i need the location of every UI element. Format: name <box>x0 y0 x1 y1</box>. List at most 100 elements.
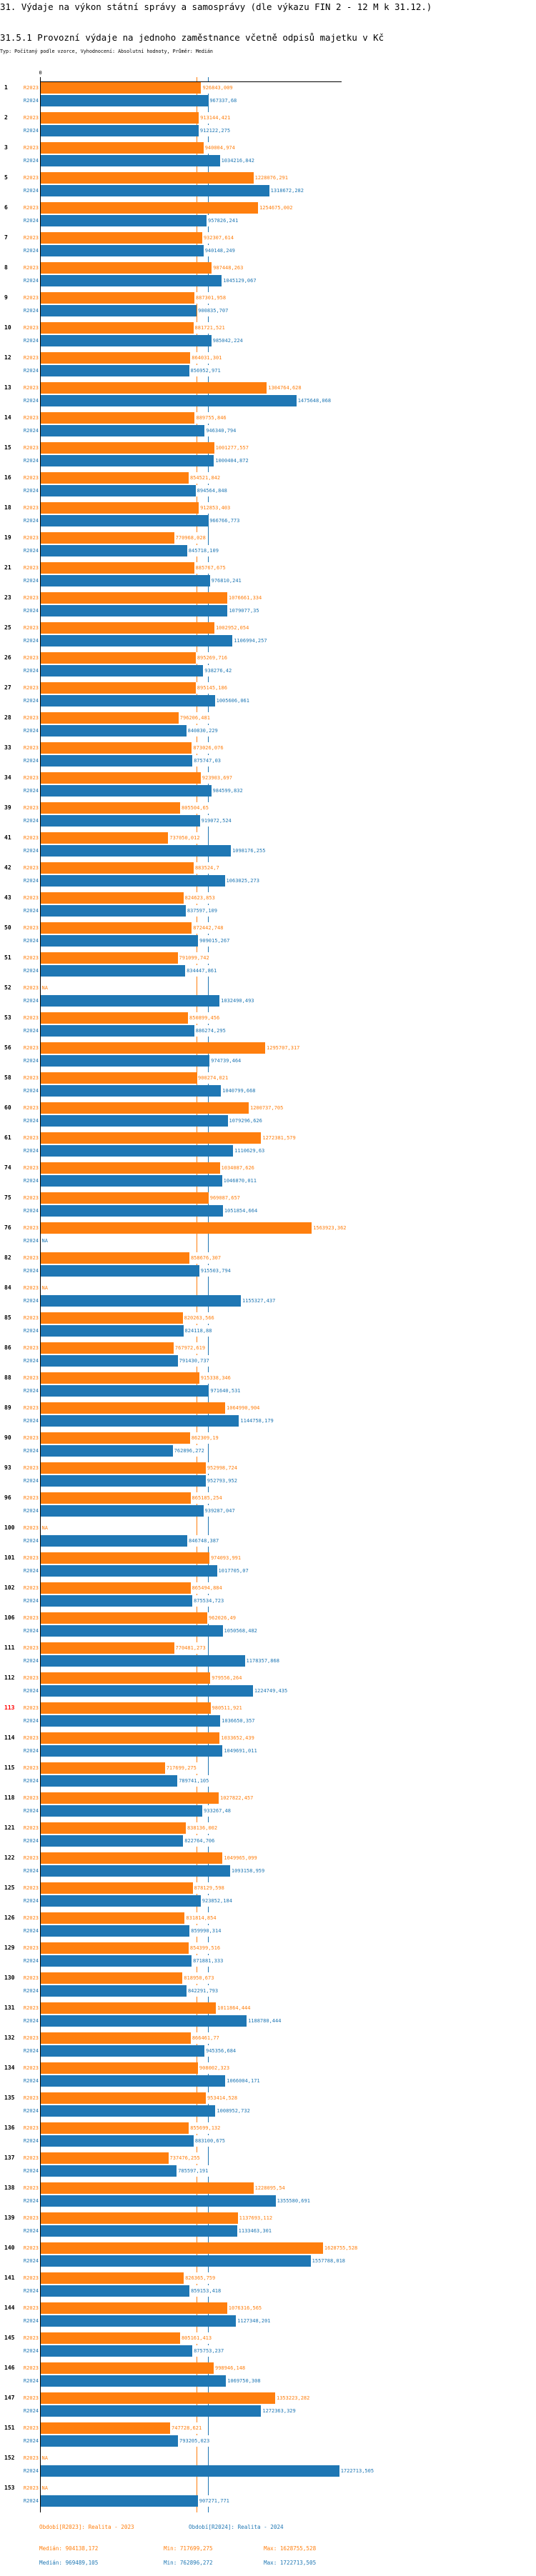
bar-r2024 <box>40 455 214 466</box>
bar-r2023 <box>40 832 169 844</box>
data-label-na: NA <box>41 2452 49 2464</box>
bar-r2024 <box>40 755 193 767</box>
series-label: R2024 <box>23 428 39 434</box>
series-label: R2023 <box>23 1225 39 1231</box>
bar-r2023 <box>40 772 201 784</box>
data-label: 1000404,872 <box>214 455 249 466</box>
category-label: 16 <box>4 474 11 481</box>
series-label: R2024 <box>23 1898 39 1904</box>
series-label: R2024 <box>23 1538 39 1544</box>
min-r2023: Min: 717699,275 <box>164 2545 213 2552</box>
data-label: 1027822,457 <box>219 1792 254 1804</box>
bar-r2023 <box>40 1372 199 1384</box>
data-label: 737476,255 <box>169 2152 201 2164</box>
series-label: R2023 <box>23 1915 39 1921</box>
bar-r2023 <box>40 1762 165 1774</box>
bar-r2023 <box>40 412 195 424</box>
series-label: R2024 <box>23 2198 39 2204</box>
data-label: 987448,263 <box>212 262 244 274</box>
category-label: 126 <box>4 1914 15 1921</box>
category-label: 27 <box>4 684 11 691</box>
series-label: R2023 <box>23 175 39 181</box>
series-label: R2023 <box>23 355 39 361</box>
data-label: 1064990,904 <box>226 1402 261 1414</box>
series-label: R2023 <box>23 2305 39 2311</box>
bar-r2024 <box>40 1175 222 1187</box>
data-label: 895269,716 <box>196 652 228 664</box>
data-label: 980511,921 <box>211 1702 243 1714</box>
series-label: R2023 <box>23 1075 39 1081</box>
category-label: 76 <box>4 1224 11 1231</box>
series-label: R2023 <box>23 685 39 691</box>
series-label: R2023 <box>23 2335 39 2341</box>
bar-r2023 <box>40 802 181 814</box>
bar-r2024 <box>40 1895 201 1907</box>
series-label: R2024 <box>23 1268 39 1274</box>
bar-r2023 <box>40 1402 226 1414</box>
series-label: R2023 <box>23 145 39 151</box>
category-label: 115 <box>4 1764 15 1771</box>
category-label: 153 <box>4 2485 15 2491</box>
data-label: 1032490,493 <box>220 995 255 1007</box>
data-label-na: NA <box>41 1235 49 1247</box>
data-label: 966766,773 <box>209 515 241 526</box>
data-label: 878129,598 <box>193 1882 225 1894</box>
series-label: R2023 <box>23 1765 39 1771</box>
data-label: 1722713,505 <box>339 2465 375 2477</box>
data-label: 908002,323 <box>198 2062 231 2074</box>
data-label: 1110629,63 <box>234 1145 266 1157</box>
category-label: 139 <box>4 2215 15 2221</box>
bar-r2023 <box>40 502 199 514</box>
data-label: 737050,012 <box>169 832 201 844</box>
bar-r2023 <box>40 1582 191 1594</box>
median-r2024: Medián: 969489,105 <box>39 2560 99 2566</box>
y-axis-line <box>39 77 41 2512</box>
data-label-na: NA <box>41 1282 49 1294</box>
category-label: 19 <box>4 534 11 541</box>
category-label: 43 <box>4 894 11 901</box>
data-label: 1005606,061 <box>215 695 250 707</box>
bar-r2024 <box>40 845 232 857</box>
data-label: 1318672,282 <box>269 185 304 196</box>
category-label: 5 <box>4 174 8 181</box>
data-label: 770968,028 <box>174 532 207 544</box>
series-label: R2024 <box>23 2078 39 2084</box>
data-label: 875747,03 <box>193 755 222 767</box>
series-label: R2024 <box>23 2048 39 2054</box>
series-label: R2023 <box>23 205 39 211</box>
data-label: 962026,49 <box>208 1612 237 1624</box>
series-label: R2024 <box>23 488 39 494</box>
category-label: 132 <box>4 2035 15 2041</box>
series-label: R2023 <box>23 925 39 931</box>
bar-r2024 <box>40 965 186 977</box>
category-label: 137 <box>4 2155 15 2161</box>
bar-r2024 <box>40 1955 192 1967</box>
series-label: R2024 <box>23 2378 39 2384</box>
bar-r2024 <box>40 1355 178 1367</box>
data-label: 1076661,334 <box>227 592 263 604</box>
series-label: R2024 <box>23 608 39 614</box>
data-label: 974093,991 <box>209 1552 242 1564</box>
category-label: 33 <box>4 744 11 751</box>
data-label: 1079077,35 <box>228 605 260 616</box>
bar-r2024 <box>40 1775 178 1787</box>
category-label: 28 <box>4 714 11 721</box>
series-label: R2023 <box>23 2245 39 2251</box>
bar-r2023 <box>40 1672 211 1684</box>
bar-r2024 <box>40 1805 203 1817</box>
data-label: 1049691,011 <box>223 1745 258 1757</box>
series-label: R2024 <box>23 1718 39 1724</box>
bar-r2024 <box>40 635 233 647</box>
series-label: R2024 <box>23 2348 39 2354</box>
data-label: 1040799,668 <box>222 1085 257 1097</box>
series-label: R2024 <box>23 1118 39 1124</box>
bar-r2023 <box>40 2392 275 2404</box>
series-label: R2024 <box>23 2438 39 2444</box>
bar-r2024 <box>40 695 215 707</box>
series-label: R2024 <box>23 158 39 164</box>
bar-r2023 <box>40 1912 185 1924</box>
series-label: R2024 <box>23 1508 39 1514</box>
category-label: 10 <box>4 324 11 331</box>
series-label: R2024 <box>23 218 39 224</box>
bar-r2023 <box>40 1342 174 1354</box>
